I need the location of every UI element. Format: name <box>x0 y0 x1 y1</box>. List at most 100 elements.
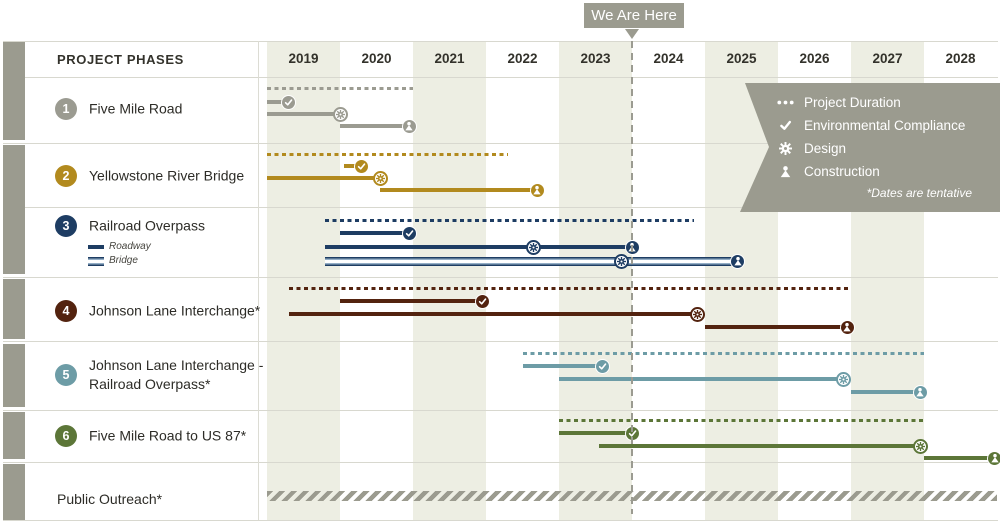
environmental-compliance-bar <box>559 431 632 435</box>
legend-item: Project Duration <box>740 92 1000 112</box>
we-are-here-line <box>630 41 633 514</box>
sublegend-label: Roadway <box>109 241 151 252</box>
person-badge <box>402 119 416 133</box>
row-label: Railroad Overpass <box>89 217 205 236</box>
gear-badge <box>912 438 928 454</box>
row-label: Yellowstone River Bridge <box>89 167 244 186</box>
project-duration-line <box>288 286 851 290</box>
year-label: 2025 <box>726 51 757 66</box>
phase-number-badge: 4 <box>55 300 77 322</box>
page-title: PROJECT PHASES <box>57 52 184 67</box>
public-outreach-label: Public Outreach* <box>57 491 163 507</box>
row-label-line: Railroad Overpass* <box>89 376 211 392</box>
person-badge <box>913 385 927 399</box>
design-bar <box>599 444 921 448</box>
gear-badge <box>332 106 348 122</box>
project-duration-line <box>267 152 508 156</box>
project-duration-line <box>325 218 695 222</box>
divider <box>3 207 998 208</box>
divider <box>3 77 998 78</box>
legend-item-label: Construction <box>804 163 880 179</box>
check-badge <box>475 294 489 308</box>
person-badge <box>530 183 544 197</box>
row-label-line: Yellowstone River Bridge <box>89 167 245 184</box>
environmental-compliance-bar <box>340 231 410 235</box>
person-badge <box>988 451 1000 465</box>
sublegend-label: Bridge <box>109 255 138 266</box>
check-badge <box>282 95 296 109</box>
row-label-line: Railroad Overpass <box>89 217 205 234</box>
sidebar-segment <box>3 412 25 459</box>
gear-badge <box>690 306 706 322</box>
design-bar <box>288 312 698 316</box>
phase-number-badge: 3 <box>55 215 77 237</box>
tentative-note: *Dates are tentative <box>866 186 972 200</box>
sidebar-segment <box>3 279 25 339</box>
gear-badge <box>525 239 541 255</box>
check-badge <box>355 159 369 173</box>
environmental-compliance-bar <box>343 164 362 168</box>
year-label: 2023 <box>580 51 611 66</box>
row-label-line: Five Mile Road to US 87* <box>89 427 247 444</box>
gear-icon <box>773 141 797 155</box>
divider <box>3 143 998 144</box>
row-label: Five Mile Road to US 87* <box>89 427 246 446</box>
design-bar <box>559 377 844 381</box>
check-badge <box>402 226 416 240</box>
sidebar-segment <box>3 42 25 140</box>
divider <box>3 41 998 42</box>
construction-bar <box>924 456 995 460</box>
row-label: Johnson Lane Interchange* <box>89 302 260 321</box>
year-label: 2026 <box>799 51 830 66</box>
sidebar-segment <box>3 344 25 407</box>
phase-number-badge: 2 <box>55 165 77 187</box>
we-are-here-pointer-icon <box>624 29 639 39</box>
legend-banner: Project Duration Environmental Compliance… <box>740 83 1000 212</box>
gear-badge <box>836 371 852 387</box>
phase-number-badge: 6 <box>55 425 77 447</box>
year-band <box>413 41 486 520</box>
divider <box>3 277 998 278</box>
row-label-line: Johnson Lane Interchange - <box>89 357 264 373</box>
environmental-compliance-bar <box>522 364 603 368</box>
gear-badge <box>372 170 388 186</box>
environmental-compliance-bar <box>340 299 483 303</box>
divider <box>3 462 998 463</box>
legend-item: Construction <box>740 161 1000 181</box>
project-duration-line <box>267 86 413 90</box>
divider <box>3 410 998 411</box>
year-label: 2024 <box>653 51 684 66</box>
construction-bar <box>340 124 410 128</box>
construction-bar <box>705 325 848 329</box>
year-band <box>267 41 340 520</box>
construction-bar <box>380 188 538 192</box>
year-band <box>559 41 632 520</box>
legend-item: Design <box>740 138 1000 158</box>
roadway-swatch-icon <box>88 245 104 249</box>
person-icon <box>773 165 797 178</box>
row-label: Johnson Lane Interchange - Railroad Overp… <box>89 356 263 394</box>
row-label-line: Five Mile Road <box>89 100 183 117</box>
row-label-line: Johnson Lane Interchange* <box>89 302 261 319</box>
sidebar-segment <box>3 464 25 520</box>
year-label: 2027 <box>872 51 903 66</box>
project-duration-line <box>559 418 924 422</box>
year-label: 2019 <box>288 51 319 66</box>
row-label: Five Mile Road <box>89 100 182 119</box>
legend-item-label: Project Duration <box>804 94 901 110</box>
phase-number-badge: 5 <box>55 364 77 386</box>
dots-icon <box>773 100 797 105</box>
year-label: 2021 <box>434 51 465 66</box>
legend-item-label: Design <box>804 140 847 156</box>
phase-number-badge: 1 <box>55 98 77 120</box>
environmental-compliance-bar <box>267 100 289 104</box>
year-label: 2022 <box>507 51 538 66</box>
person-badge <box>731 254 745 268</box>
sidebar-segment <box>3 145 25 274</box>
bridge-swatch-icon <box>88 256 104 266</box>
person-badge <box>840 320 854 334</box>
bridge-bar <box>325 256 738 266</box>
divider <box>258 41 259 520</box>
year-label: 2028 <box>945 51 976 66</box>
